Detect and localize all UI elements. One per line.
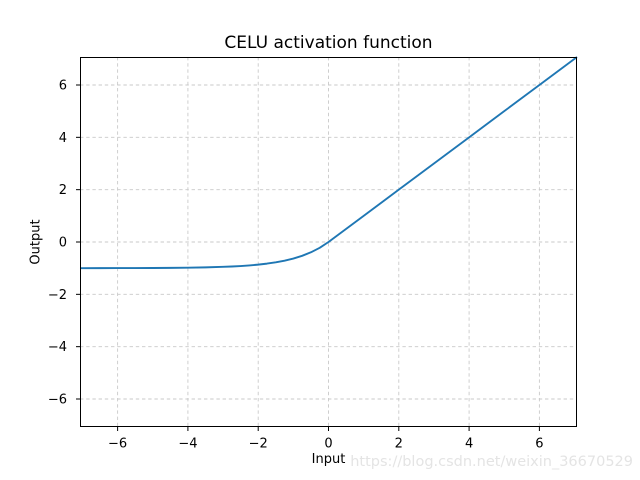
x-tick-label: 4 — [465, 437, 473, 452]
x-tick-label: −2 — [249, 437, 268, 452]
x-tick-label: 6 — [535, 437, 543, 452]
chart-title: CELU activation function — [224, 33, 433, 53]
y-tick-label: 4 — [59, 131, 67, 146]
axes-spines — [80, 57, 577, 427]
y-axis-label: Output — [28, 219, 44, 265]
x-tick-label: −4 — [178, 437, 197, 452]
watermark: https://blog.csdn.net/weixin_36670529 — [350, 454, 633, 470]
y-tick-label: −6 — [48, 393, 67, 408]
y-tick-label: 6 — [59, 78, 67, 93]
x-axis-label: Input — [311, 452, 346, 467]
y-tick-label: −2 — [48, 288, 67, 303]
x-tick-label: −6 — [108, 437, 127, 452]
plot-area: −6 −4 −2 0 2 4 6 −6 −4 −2 0 2 4 6 — [48, 56, 578, 452]
y-tick-label: −4 — [48, 340, 67, 355]
y-tick-label: 0 — [59, 236, 67, 251]
x-tick-label: 0 — [324, 437, 332, 452]
series-line — [79, 56, 578, 270]
plot-canvas: −6 −4 −2 0 2 4 6 −6 −4 −2 0 2 4 6 — [48, 56, 578, 452]
x-tick-label: 2 — [395, 437, 403, 452]
y-tick-label: 2 — [59, 183, 67, 198]
